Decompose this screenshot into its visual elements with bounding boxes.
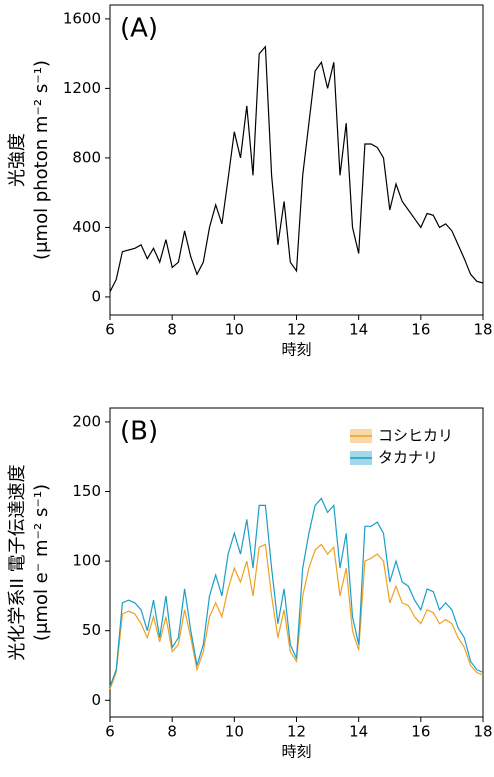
x-tick-label: 12 (287, 723, 306, 741)
x-tick-label: 10 (225, 723, 244, 741)
y-tick-label: 0 (91, 287, 101, 305)
y-tick-label: 150 (72, 482, 101, 500)
x-tick-label: 14 (349, 723, 368, 741)
x-tick-label: 18 (473, 321, 492, 339)
legend-label: タカナリ (378, 449, 438, 467)
y-tick-label: 400 (72, 218, 101, 236)
y-tick-label: 1200 (63, 79, 101, 97)
data-line (109, 543, 484, 690)
x-tick-label: 16 (411, 321, 430, 339)
y-tick-label: 800 (72, 148, 101, 166)
data-line (109, 497, 484, 687)
y-axis-label: 光強度 (7, 133, 28, 187)
x-tick-label: 10 (225, 321, 244, 339)
x-tick-label: 14 (349, 321, 368, 339)
y-tick-label: 100 (72, 552, 101, 570)
x-axis-label: 時刻 (281, 341, 311, 359)
y-axis-label: (μmol e⁻ m⁻² s⁻¹) (31, 484, 52, 641)
y-tick-label: 200 (72, 412, 101, 430)
panel-label: (B) (120, 417, 158, 447)
x-tick-label: 12 (287, 321, 306, 339)
y-axis-label: (μmol photon m⁻² s⁻¹) (31, 60, 52, 260)
y-axis-label: 光化学系II 電子伝達速度 (7, 464, 28, 660)
x-tick-label: 8 (167, 321, 177, 339)
x-tick-label: 16 (411, 723, 430, 741)
x-tick-label: 18 (473, 723, 492, 741)
legend-label: コシヒカリ (378, 427, 453, 445)
x-tick-label: 6 (105, 321, 115, 339)
x-tick-label: 8 (167, 723, 177, 741)
data-line (109, 45, 484, 292)
y-tick-label: 1600 (63, 9, 101, 27)
x-axis-label: 時刻 (281, 743, 311, 761)
panel-label: (A) (120, 14, 158, 44)
y-tick-label: 50 (82, 621, 101, 639)
y-tick-label: 0 (91, 691, 101, 709)
x-tick-label: 6 (105, 723, 115, 741)
